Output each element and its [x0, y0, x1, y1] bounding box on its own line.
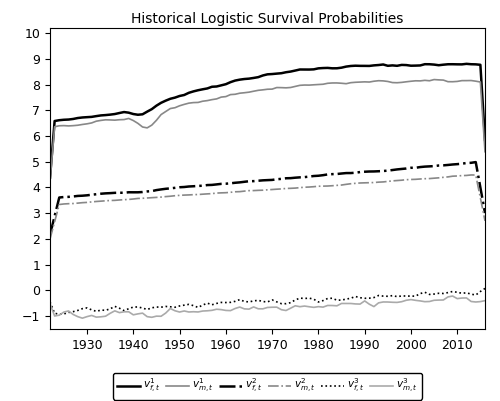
Legend: $v^1_{f,t}$, $v^1_{m,t}$, $v^2_{f,t}$, $v^2_{m,t}$, $v^3_{f,t}$, $v^3_{m,t}$: $v^1_{f,t}$, $v^1_{m,t}$, $v^2_{f,t}$, $… — [113, 373, 422, 399]
Title: Historical Logistic Survival Probabilities: Historical Logistic Survival Probabiliti… — [132, 12, 404, 26]
